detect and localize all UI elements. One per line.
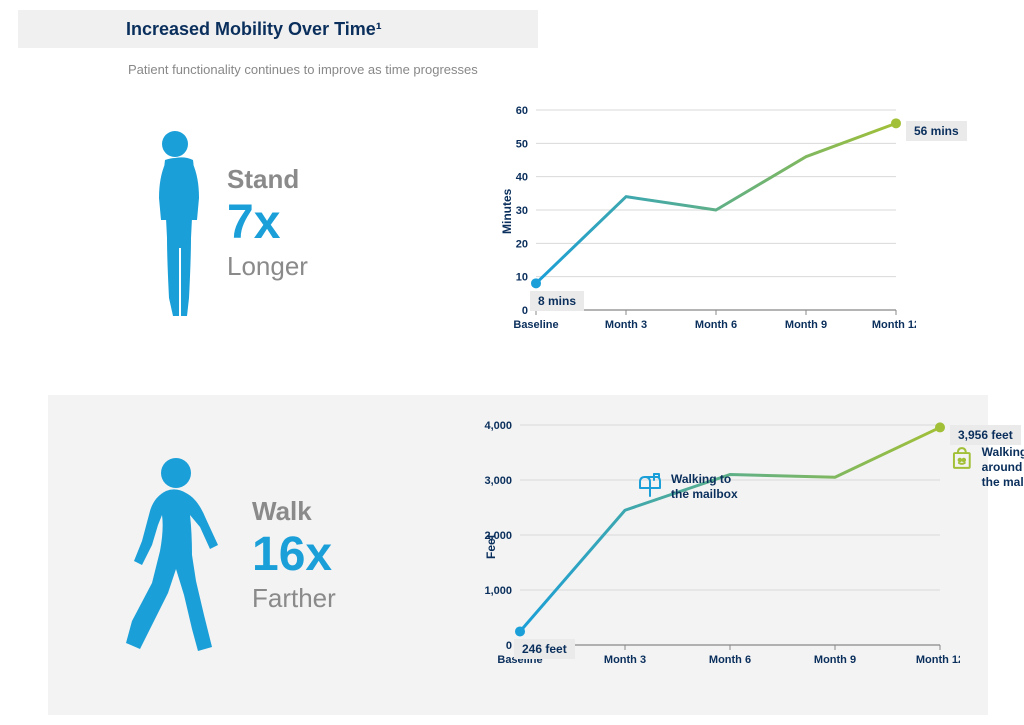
walk-figure-block: Walk 16x Farther xyxy=(106,455,336,655)
svg-text:Month 3: Month 3 xyxy=(604,654,646,666)
y-axis-label: Feet xyxy=(484,534,498,559)
stand-panel: Stand 7x Longer Minutes 0 10 20 30 40 50 60 Bas… xyxy=(60,100,980,380)
svg-text:Month 3: Month 3 xyxy=(605,319,647,331)
start-callout: 246 feet xyxy=(514,639,575,659)
walk-label2: Farther xyxy=(252,583,336,614)
start-annotation-text: Walking tothe mailbox xyxy=(671,472,738,502)
standing-person-icon xyxy=(145,128,211,318)
stand-multiplier: 7x xyxy=(227,199,308,247)
title-bar: Increased Mobility Over Time¹ xyxy=(18,10,538,48)
start-annotation: Walking tothe mailbox xyxy=(637,472,738,502)
stand-label1: Stand xyxy=(227,164,308,195)
start-callout: 8 mins xyxy=(530,291,584,311)
svg-text:Month 12: Month 12 xyxy=(916,654,960,666)
page-subtitle: Patient functionality continues to impro… xyxy=(128,62,478,77)
svg-text:0: 0 xyxy=(506,640,512,652)
svg-text:30: 30 xyxy=(516,205,528,217)
y-axis-label: Minutes xyxy=(500,189,514,234)
svg-text:20: 20 xyxy=(516,238,528,250)
svg-text:40: 40 xyxy=(516,172,528,184)
end-callout: 3,956 feet xyxy=(950,425,1021,445)
page-title: Increased Mobility Over Time¹ xyxy=(126,19,382,40)
svg-text:Month 6: Month 6 xyxy=(695,319,737,331)
svg-text:0: 0 xyxy=(522,305,528,317)
end-callout: 56 mins xyxy=(906,121,967,141)
walk-chart: Feet 01,0002,0003,0004,000BaselineMonth … xyxy=(468,415,1024,679)
svg-text:Month 6: Month 6 xyxy=(709,654,751,666)
svg-text:Month 9: Month 9 xyxy=(785,319,827,331)
svg-text:50: 50 xyxy=(516,138,528,150)
end-annotation-text: Walking aroundthe mall xyxy=(982,445,1024,490)
walk-multiplier: 16x xyxy=(252,531,336,579)
walk-stat-text: Walk 16x Farther xyxy=(252,496,336,614)
svg-text:3,000: 3,000 xyxy=(484,475,512,487)
shopping-bag-icon xyxy=(950,445,974,471)
svg-text:10: 10 xyxy=(516,272,528,284)
walk-panel: Walk 16x Farther Feet 01,0002,0003,0004,… xyxy=(48,395,988,715)
svg-text:60: 60 xyxy=(516,105,528,117)
walk-label1: Walk xyxy=(252,496,336,527)
svg-text:Baseline: Baseline xyxy=(513,319,558,331)
stand-figure-block: Stand 7x Longer xyxy=(145,128,308,318)
walking-person-icon xyxy=(106,455,236,655)
stand-stat-text: Stand 7x Longer xyxy=(227,164,308,282)
svg-text:4,000: 4,000 xyxy=(484,420,512,432)
stand-chart: Minutes 0 10 20 30 40 50 60 Baseline Month 3 Mont… xyxy=(490,100,1024,342)
svg-text:Month 9: Month 9 xyxy=(814,654,856,666)
svg-text:Month 12: Month 12 xyxy=(872,319,916,331)
stand-label2: Longer xyxy=(227,251,308,282)
mailbox-icon xyxy=(637,472,663,498)
svg-text:1,000: 1,000 xyxy=(484,585,512,597)
end-annotation: Walking aroundthe mall xyxy=(950,445,1024,490)
